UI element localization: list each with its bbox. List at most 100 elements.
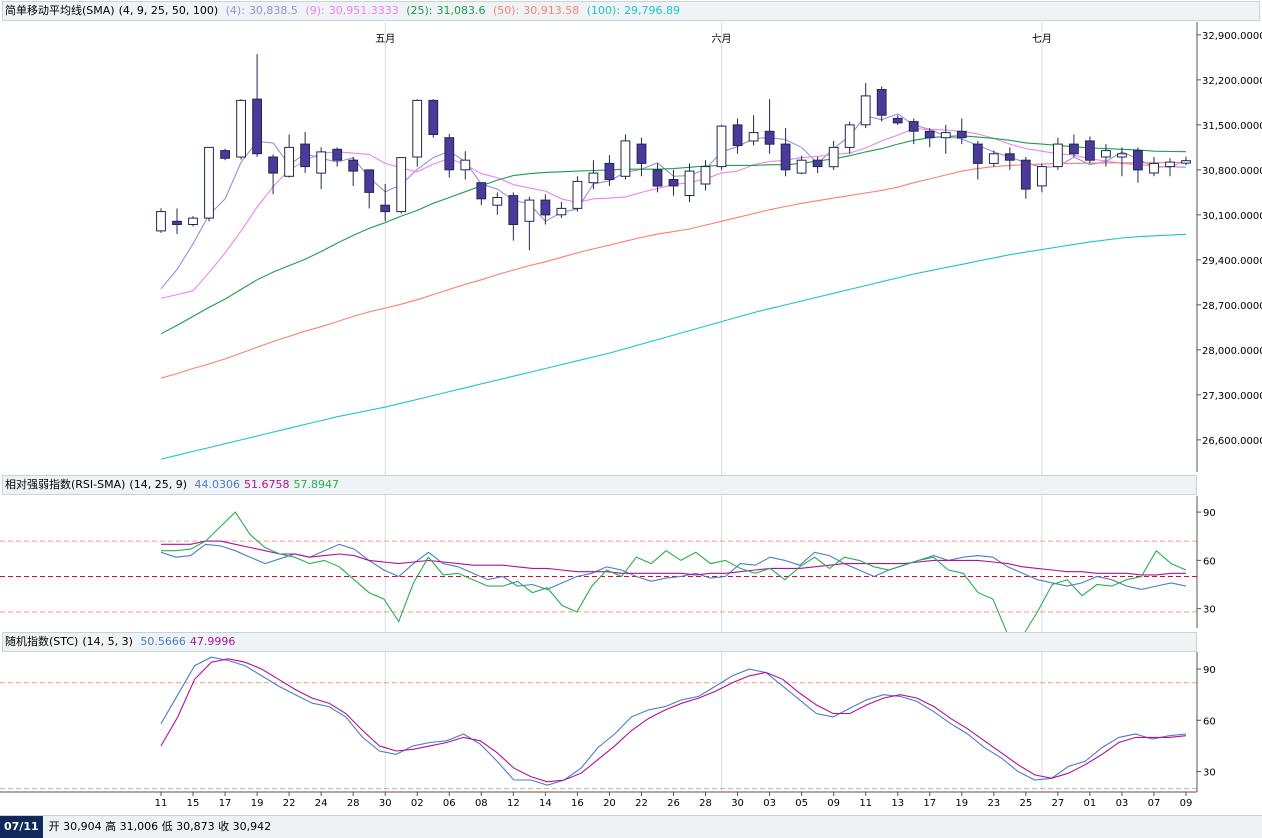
candle[interactable] (156, 208, 166, 233)
candle[interactable] (652, 163, 663, 193)
candle-body (684, 170, 695, 197)
candle[interactable] (428, 99, 439, 138)
candle-body (668, 179, 679, 187)
candle[interactable] (572, 176, 583, 212)
candle[interactable] (444, 133, 455, 178)
candle[interactable] (396, 157, 407, 214)
candle[interactable] (588, 160, 599, 190)
rsi-params: (14, 25, 9) (129, 478, 187, 491)
candle[interactable] (668, 169, 679, 196)
y-tick-label: 30,800.0000 (1202, 166, 1262, 177)
candle[interactable] (316, 147, 327, 190)
candle-body (220, 150, 230, 159)
candle[interactable] (524, 196, 535, 251)
stc-header: 随机指数(STC) (14, 5, 3) 50.5666 47.9996 (2, 632, 1197, 652)
rsi-header: 相对强弱指数(RSI-SMA) (14, 25, 9) 44.0306 51.675… (2, 475, 1197, 495)
candle[interactable] (716, 124, 727, 170)
high-label: 高 (105, 820, 117, 833)
candle[interactable] (252, 54, 262, 157)
candle[interactable] (1037, 163, 1047, 193)
candle[interactable] (492, 192, 503, 215)
candle-body (764, 130, 775, 145)
candle[interactable] (412, 99, 423, 167)
y-tick-label: 31,500.0000 (1202, 121, 1262, 132)
y-tick-label: 27,300.0000 (1202, 391, 1262, 402)
y-tick-label: 30,100.0000 (1202, 211, 1262, 222)
candle[interactable] (332, 147, 343, 167)
candle[interactable] (892, 115, 903, 125)
candle[interactable] (476, 182, 487, 206)
candle[interactable] (604, 155, 615, 186)
candle[interactable] (924, 128, 935, 148)
rsi-plot[interactable] (0, 511, 1197, 637)
candle[interactable] (1165, 158, 1175, 177)
candle[interactable] (1053, 137, 1063, 170)
x-tick-label: 30 (731, 798, 744, 809)
sma-50-label: (50): (492, 4, 520, 17)
candle[interactable] (732, 118, 743, 154)
candle[interactable] (828, 140, 839, 170)
price-plot[interactable] (156, 54, 1191, 460)
candle[interactable] (988, 150, 999, 167)
candle[interactable] (268, 154, 279, 195)
candle[interactable] (236, 99, 246, 160)
candle[interactable] (1004, 147, 1015, 170)
axes: 五月 六月 七月 11 15 17 19 22 24 28 30 02 06 08 12 14 16 20 22 26… (0, 22, 1262, 809)
candle[interactable] (1133, 147, 1143, 183)
candle[interactable] (364, 169, 375, 209)
candle[interactable] (844, 121, 855, 154)
candle[interactable] (540, 194, 551, 225)
candle-body (332, 148, 343, 161)
candle[interactable] (748, 115, 759, 146)
candle[interactable] (1149, 157, 1159, 177)
candle[interactable] (956, 118, 967, 145)
candle[interactable] (460, 151, 471, 180)
candle-body (476, 182, 487, 200)
candle-body (380, 204, 391, 213)
candle[interactable] (204, 146, 214, 222)
candle[interactable] (172, 208, 182, 235)
stc-plot[interactable] (0, 656, 1197, 790)
candle-body (1149, 162, 1159, 174)
candle[interactable] (876, 86, 887, 122)
sma-title: 简单移动平均线(SMA) (5, 4, 115, 17)
x-tick-label: 16 (571, 798, 584, 809)
candle-body (284, 146, 295, 177)
x-tick-label: 17 (219, 798, 232, 809)
candle[interactable] (300, 131, 311, 174)
candle[interactable] (700, 160, 711, 191)
candle[interactable] (908, 118, 919, 145)
candle[interactable] (1117, 147, 1127, 177)
candle[interactable] (972, 140, 983, 180)
candle[interactable] (220, 148, 230, 161)
candle[interactable] (380, 184, 391, 222)
candle[interactable] (796, 155, 807, 175)
stc-value-1: 50.5666 (140, 635, 186, 648)
candle[interactable] (348, 157, 359, 186)
candle[interactable] (812, 157, 823, 174)
x-tick-label: 12 (507, 798, 520, 809)
candle-body (796, 159, 807, 174)
candle[interactable] (556, 202, 567, 219)
candle[interactable] (1069, 134, 1079, 158)
candle-body (940, 132, 951, 139)
candle[interactable] (636, 137, 647, 177)
candle[interactable] (780, 128, 791, 177)
candle[interactable] (188, 216, 198, 227)
candle[interactable] (1181, 156, 1191, 166)
candle[interactable] (1101, 144, 1111, 167)
candle[interactable] (764, 99, 775, 154)
candle[interactable] (1085, 136, 1095, 164)
candle-body (636, 143, 647, 164)
candle-body (1133, 150, 1143, 171)
candle[interactable] (620, 134, 631, 180)
candle[interactable] (284, 134, 295, 178)
candle[interactable] (940, 124, 951, 154)
candle[interactable] (1020, 157, 1031, 199)
candle-body (1037, 166, 1047, 187)
candle[interactable] (860, 83, 871, 129)
rsi-y-tick-label: 30 (1203, 605, 1216, 616)
candle[interactable] (684, 163, 695, 202)
candle[interactable] (508, 192, 519, 241)
x-tick-label: 06 (443, 798, 456, 809)
